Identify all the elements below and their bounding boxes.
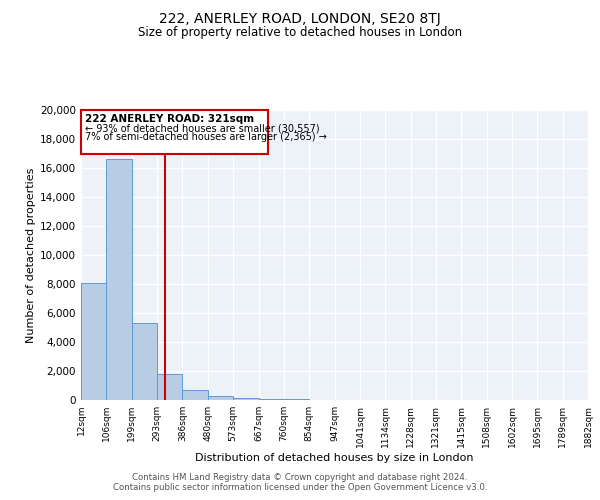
Bar [233,398,259,400]
Text: 7% of semi-detached houses are larger (2,365) →: 7% of semi-detached houses are larger (2… [85,132,327,142]
Text: Contains HM Land Registry data © Crown copyright and database right 2024.: Contains HM Land Registry data © Crown c… [132,472,468,482]
Bar [208,396,233,400]
Bar [106,160,132,400]
Bar [259,398,284,400]
Bar [157,374,182,400]
Text: 222, ANERLEY ROAD, LONDON, SE20 8TJ: 222, ANERLEY ROAD, LONDON, SE20 8TJ [159,12,441,26]
Bar [182,390,208,400]
Text: Contains public sector information licensed under the Open Government Licence v3: Contains public sector information licen… [113,484,487,492]
Text: Size of property relative to detached houses in London: Size of property relative to detached ho… [138,26,462,39]
FancyBboxPatch shape [81,110,268,154]
Bar [132,323,157,400]
Text: ← 93% of detached houses are smaller (30,557): ← 93% of detached houses are smaller (30… [85,123,320,133]
Y-axis label: Number of detached properties: Number of detached properties [26,168,36,342]
Text: 222 ANERLEY ROAD: 321sqm: 222 ANERLEY ROAD: 321sqm [85,114,254,124]
X-axis label: Distribution of detached houses by size in London: Distribution of detached houses by size … [195,452,474,462]
Bar [81,282,106,400]
